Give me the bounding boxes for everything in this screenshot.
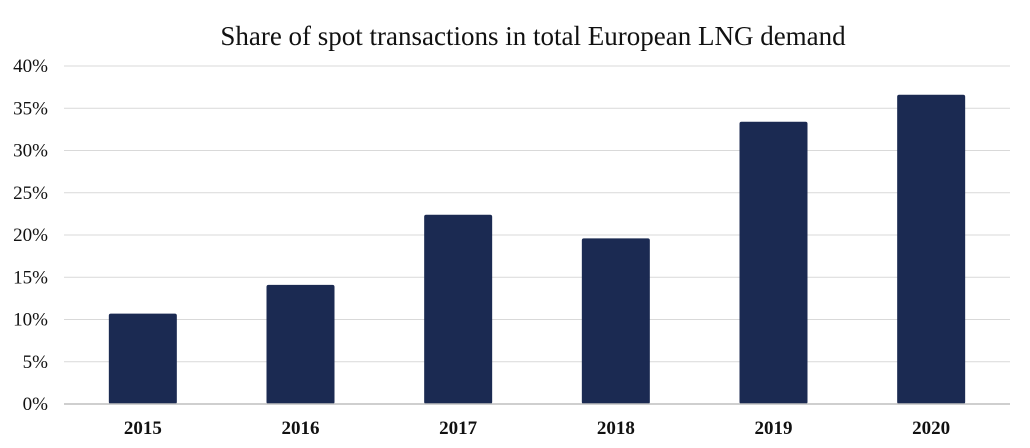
- chart-title: Share of spot transactions in total Euro…: [220, 21, 846, 51]
- y-tick-label: 25%: [13, 183, 48, 204]
- x-tick-label: 2018: [597, 418, 635, 439]
- y-tick-label: 30%: [13, 141, 48, 162]
- y-tick-label: 0%: [23, 394, 49, 415]
- y-tick-label: 5%: [23, 352, 49, 373]
- y-tick-label: 35%: [13, 98, 48, 119]
- y-tick-label: 10%: [13, 310, 48, 331]
- bar-2015: [108, 313, 177, 404]
- y-tick-label: 20%: [13, 225, 48, 246]
- x-tick-label: 2019: [755, 418, 793, 439]
- bar-2016: [266, 284, 335, 404]
- y-axis-tick-labels: 0% 5% 10% 15% 20% 25% 30% 35% 40%: [13, 56, 48, 415]
- x-tick-label: 2016: [282, 418, 320, 439]
- x-tick-label: 2020: [912, 418, 950, 439]
- y-tick-label: 15%: [13, 267, 48, 288]
- bars: [108, 94, 966, 405]
- x-tick-label: 2015: [124, 418, 162, 439]
- x-axis-tick-labels: 2015 2016 2017 2018 2019 2020: [124, 418, 950, 439]
- bar-2017: [424, 214, 493, 404]
- bar-2019: [739, 121, 808, 405]
- grid-lines: [64, 65, 1010, 363]
- y-tick-label: 40%: [13, 56, 48, 77]
- bar-2020: [897, 94, 966, 404]
- x-tick-label: 2017: [439, 418, 478, 439]
- bar-2018: [581, 238, 650, 404]
